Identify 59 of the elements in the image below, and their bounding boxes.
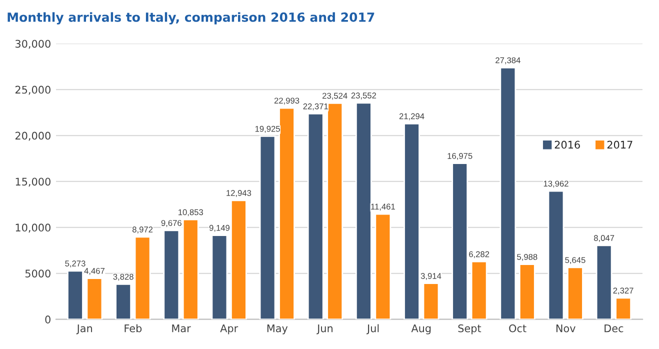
data-label: 5,988 [517,254,538,261]
x-tick-label: Jan [76,324,92,334]
x-tick-label: Apr [220,324,238,334]
data-label: 2,327 [613,288,634,295]
data-label: 4,467 [84,268,104,275]
data-label: 8,047 [594,235,614,242]
bar [374,213,392,320]
data-label: 5,273 [65,260,86,268]
data-label: 27,384 [496,57,520,64]
bar [259,136,276,320]
data-label: 22,993 [274,98,300,105]
data-label: 22,371 [303,103,328,110]
data-label: 23,552 [351,92,376,100]
data-label: 19,925 [255,126,280,133]
data-label: 3,914 [420,273,442,280]
bar [115,283,132,320]
bar [518,264,536,320]
y-tick-label: 15,000 [16,178,50,187]
data-label: 21,294 [399,113,424,120]
data-label: 16,975 [448,153,472,160]
x-tick-label: Nov [556,324,576,332]
data-label: 13,962 [544,180,568,188]
bar [211,234,228,320]
x-tick-label: Dec [604,324,624,332]
data-label: 11,461 [371,204,395,211]
data-label: 5,645 [565,257,586,264]
data-label: 6,282 [469,251,490,258]
data-label: 8,972 [132,226,153,234]
legend-label: 2016 [554,140,580,149]
data-label: 23,524 [322,92,348,100]
bar [452,162,468,320]
bar [567,266,584,320]
bar [307,113,324,320]
bar [548,190,564,320]
x-tick-label: Sept [458,324,482,334]
y-tick-label: 25,000 [15,86,50,95]
x-tick-label: May [267,324,288,334]
y-tick-label: 0 [45,316,50,324]
x-tick-label: Jul [366,324,379,334]
data-label: 3,828 [113,274,134,281]
x-tick-label: Jun [316,324,332,334]
x-tick-label: Mar [172,324,191,332]
bar [470,260,488,320]
data-label: 9,149 [209,224,230,232]
data-label: 9,676 [161,220,182,227]
legend-label: 2017 [607,140,632,149]
data-label: 10,853 [178,209,204,216]
x-tick-label: Oct [509,324,526,332]
bar [500,66,516,320]
x-tick-label: Feb [124,324,142,332]
y-tick-label: 5000 [25,270,50,278]
x-tick-label: Aug [411,324,431,334]
y-tick-label: 30,000 [16,40,50,49]
y-tick-label: 10,000 [16,224,50,233]
y-tick-label: 20,000 [15,132,50,141]
chart-title: Monthly arrivals to Italy, comparison 2016 and 2017 [8,12,374,24]
bar [596,244,612,320]
bar [615,297,632,320]
data-label: 12,943 [226,190,252,197]
